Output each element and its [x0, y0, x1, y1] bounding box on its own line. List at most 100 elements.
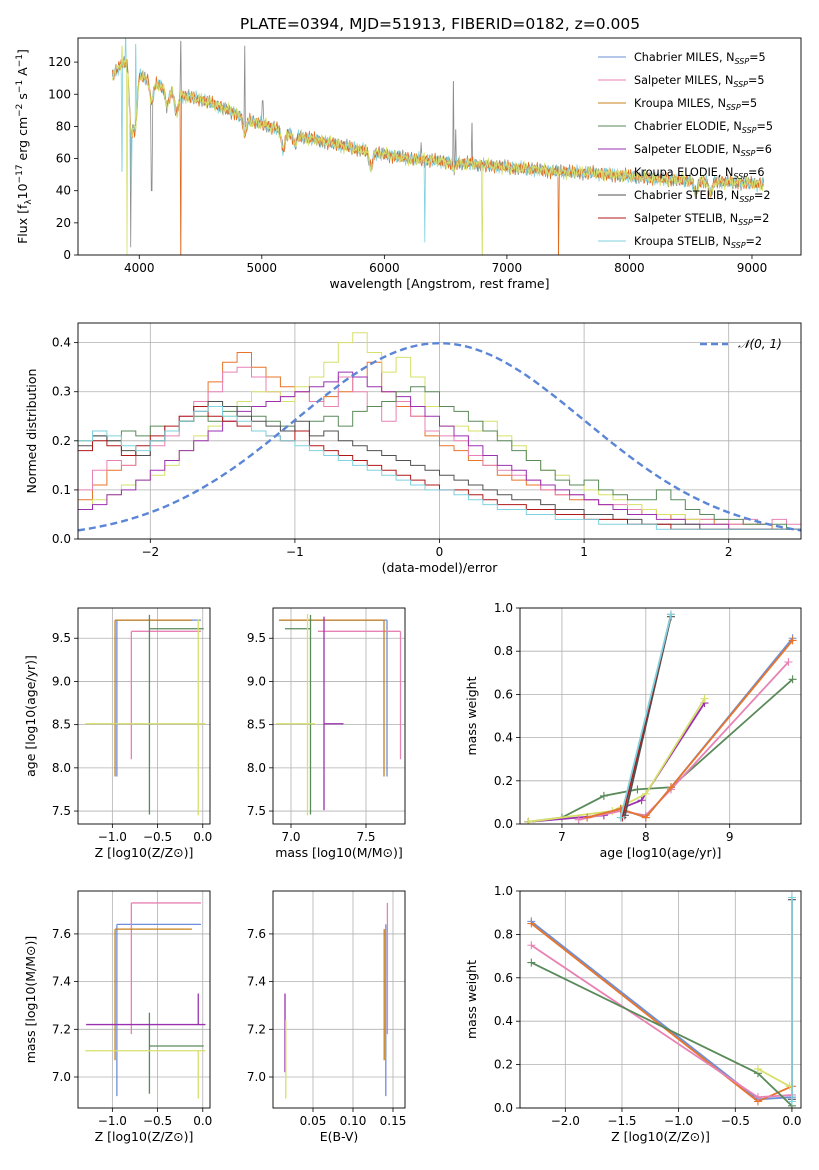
weight_vs_Z-axes: −2.0 −1.5 −1.0 −0.5 0.0 0.0 0.2 0.4 0.6 0.8 1.0 Z […	[464, 884, 801, 1144]
weight_vs_age-xtick-label: 7	[558, 830, 566, 844]
weight_vs_Z-point-marker	[527, 958, 536, 967]
spectrum-ytick-label: 120	[48, 55, 71, 69]
weight_vs_Z-series-line	[757, 1068, 791, 1088]
mass_vs_Z-frame	[77, 890, 211, 1109]
age_vs_mass-xlabel: mass [log10(M/M⊙)]	[275, 845, 403, 860]
mass_vs_ebv-xlabel: E(B-V)	[320, 1129, 359, 1144]
spectrum-legend-label: Chabrier STELIB, NSSP=2	[634, 189, 771, 204]
weight_vs_age-xlabel: age [log10(age/yr)]	[600, 845, 722, 860]
age_vs_mass-ytick-label: 8.0	[247, 761, 266, 775]
weight_vs_age-ytick-label: 0.2	[494, 774, 513, 788]
spectrum-ytick-label: 40	[56, 184, 71, 198]
weight_vs_Z-ytick-label: 0.2	[494, 1058, 513, 1072]
weight_vs_Z-point-marker	[753, 1093, 762, 1102]
residual-histogram	[78, 371, 801, 530]
spectrum-legend-label: Salpeter STELIB, NSSP=2	[634, 212, 769, 227]
weight_vs_age-point-marker	[616, 813, 625, 822]
weight_vs_Z-series-line	[530, 961, 793, 1107]
weight_vs_Z-point-marker	[527, 919, 536, 928]
age_vs_Z-xtick-label: −1.0	[98, 830, 127, 844]
residuals-xtick-label: 0	[436, 545, 444, 559]
spectrum-ytick-label: 80	[56, 119, 71, 133]
mass_vs_ebv-xtick-label: 0.05	[300, 1114, 327, 1128]
weight_vs_Z-ytick-label: 0.6	[494, 971, 513, 985]
age_vs_Z-ytick-label: 8.5	[52, 718, 71, 732]
weight_vs_age-series-line	[578, 661, 790, 821]
weight_vs_Z-ytick-label: 0.4	[494, 1014, 513, 1028]
weight_vs_Z-ytick-label: 0.8	[494, 927, 513, 941]
mass_vs_ebv-xtick-label: 0.15	[380, 1114, 407, 1128]
spectrum-xtick-label: 7000	[492, 261, 523, 275]
residuals-xtick-label: 1	[580, 545, 588, 559]
residual-histogram	[78, 406, 801, 530]
weight_vs_Z-point-marker	[787, 893, 796, 902]
mass_vs_ebv-ytick-label: 7.4	[247, 975, 266, 989]
weight_vs_age-series-line	[528, 702, 706, 823]
spectrum-frame	[77, 37, 802, 256]
figure-title: PLATE=0394, MJD=51913, FIBERID=0182, z=0…	[240, 15, 640, 33]
age_vs_Z-plot-area	[85, 614, 206, 816]
residuals-xtick-label: −2	[141, 545, 159, 559]
residuals-ylabel: Normed distribution	[24, 369, 39, 494]
residuals-xlabel: (data-model)/error	[382, 560, 499, 575]
spectrum-plot-area	[111, 38, 765, 255]
weight_vs_age-ytick-label: 0.0	[494, 817, 513, 831]
spectrum-ylabel-part: erg cm	[15, 117, 30, 165]
spectrum-legend-label: Salpeter MILES, NSSP=5	[634, 74, 765, 89]
mass_vs_Z-ytick-label: 7.6	[52, 927, 71, 941]
spectrum-legend: Chabrier MILES, NSSP=5 Salpeter MILES, NS…	[598, 51, 773, 250]
spectrum-xtick-label: 5000	[247, 261, 278, 275]
weight_vs_age-point-marker	[641, 789, 650, 798]
weight_vs_age-point-marker	[633, 785, 642, 794]
weight_vs_age-ytick-label: 0.6	[494, 687, 513, 701]
weight_vs_Z-xtick-label: 0.0	[782, 1114, 801, 1128]
mass_vs_ebv-xtick-label: 0.10	[340, 1114, 367, 1128]
spectrum-axes: 4000 5000 6000 7000 8000 9000 0 20 40 60 80 100 120 w…	[15, 37, 802, 291]
weight_vs_age-point-marker	[784, 658, 793, 666]
spectrum-ylabel-part: −1	[15, 80, 25, 93]
mass_vs_Z-ytick-label: 7.4	[52, 975, 71, 989]
weight_vs_age-point-marker	[599, 791, 608, 800]
weight_vs_Z-plot-area	[527, 893, 796, 1108]
weight_vs_Z-point-marker	[787, 1097, 796, 1106]
mass_vs_Z-axes: −1.0 −0.5 0.0 7.0 7.2 7.4 7.6 Z [log10(Z/Z⊙)] ma…	[23, 890, 212, 1144]
spectrum-ylabel-part: A	[15, 67, 30, 80]
mass_vs_ebv-ytick-label: 7.2	[247, 1022, 266, 1036]
normal-curve	[78, 341, 801, 532]
weight_vs_Z-series-line	[530, 920, 792, 1101]
spectrum-ytick-label: 20	[56, 216, 71, 230]
age_vs_Z-ylabel: age [log10(age/yr)]	[23, 655, 38, 777]
age_vs_mass-ytick-label: 9.0	[247, 674, 266, 688]
spectrum-ylabel-part: λ	[24, 199, 34, 205]
weight_vs_Z-ytick-label: 0.0	[494, 1101, 513, 1115]
weight_vs_age-point-marker	[524, 817, 533, 824]
residuals-frame	[77, 322, 802, 540]
weight_vs_age-point-marker	[700, 694, 709, 703]
spectrum-xlabel: wavelength [Angstrom, rest frame]	[329, 276, 549, 291]
weight_vs_Z-xtick-label: −1.5	[607, 1114, 636, 1128]
residual-histogram	[78, 406, 801, 530]
spectrum-ylabel-part: ]	[15, 49, 30, 54]
age_vs_Z-grid	[78, 608, 210, 824]
spectrum-ylabel-part: s	[15, 93, 30, 104]
weight_vs_age-xtick-label: 9	[726, 830, 734, 844]
residuals-ytick-label: 0.2	[52, 434, 71, 448]
weight_vs_age-point-marker	[788, 675, 797, 684]
weight_vs_Z-xlabel: Z [log10(Z/Z⊙)]	[611, 1129, 710, 1144]
spectrum-ylabel-part: 10	[15, 183, 30, 199]
mass_vs_ebv-ytick-label: 7.6	[247, 927, 266, 941]
weight_vs_age-ytick-label: 0.8	[494, 644, 513, 658]
weight_vs_Z-point-marker	[753, 1064, 762, 1073]
spectrum-xtick-label: 6000	[369, 261, 400, 275]
residuals-ytick-label: 0.0	[52, 532, 71, 546]
age_vs_Z-ytick-label: 7.5	[52, 804, 71, 818]
mass_vs_ebv-grid	[273, 891, 405, 1108]
weight_vs_age-point-marker	[574, 815, 583, 824]
spectrum-xtick-label: 4000	[124, 261, 155, 275]
weight_vs_age-ytick-label: 1.0	[494, 601, 513, 615]
spectrum-ytick-label: 60	[56, 152, 71, 166]
weight_vs_age-plot-area	[524, 610, 797, 824]
age_vs_mass-xtick-label: 7.0	[281, 830, 300, 844]
spectrum-xtick-label: 8000	[614, 261, 645, 275]
